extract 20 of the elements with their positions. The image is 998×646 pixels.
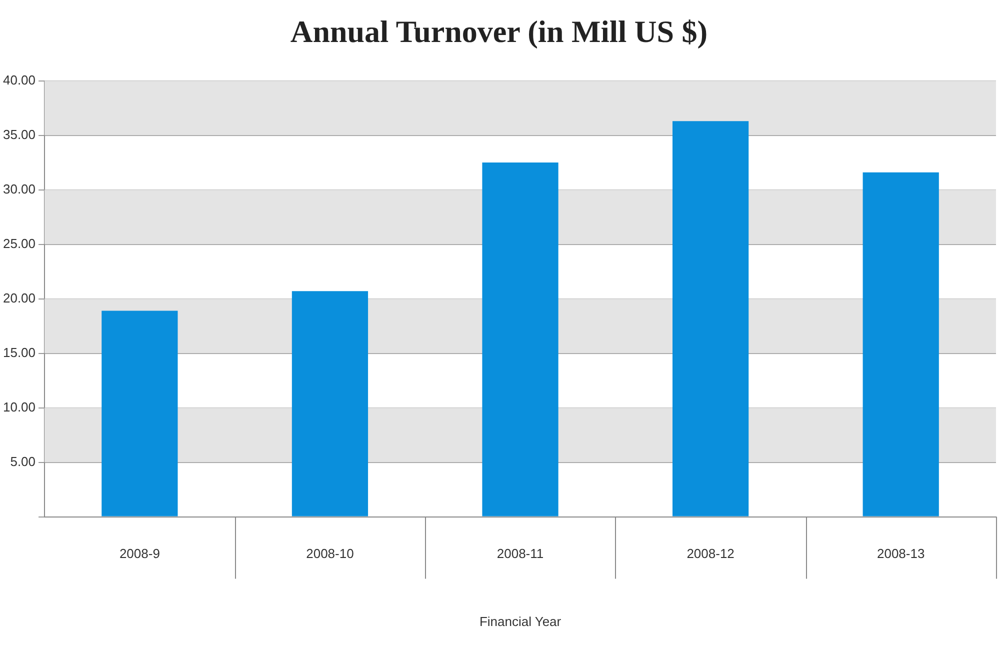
x-tick-label: 2008-9 [119, 546, 160, 562]
bar [292, 291, 368, 516]
x-tick-label: 2008-13 [876, 546, 925, 562]
y-tick-label: 40.00 [2, 72, 36, 88]
y-tick-label: 35.00 [2, 126, 36, 142]
y-tick-label: 20.00 [2, 290, 36, 306]
x-tick-label: 2008-10 [306, 546, 354, 562]
y-tick-label: 5.00 [10, 454, 36, 469]
y-tick-label: 10.00 [2, 399, 36, 414]
bar [102, 310, 178, 516]
chart-title: Annual Turnover (in Mill US $) [289, 14, 709, 50]
y-tick-label: 30.00 [2, 181, 36, 196]
bar [862, 172, 939, 516]
bar [482, 162, 558, 516]
y-tick-label: 25.00 [2, 236, 36, 251]
bar [672, 121, 749, 516]
x-tick-label: 2008-11 [496, 546, 544, 562]
x-axis-title: Financial Year [479, 614, 562, 629]
y-tick-label: 15.00 [2, 344, 36, 360]
x-tick-label: 2008-12 [686, 546, 734, 562]
